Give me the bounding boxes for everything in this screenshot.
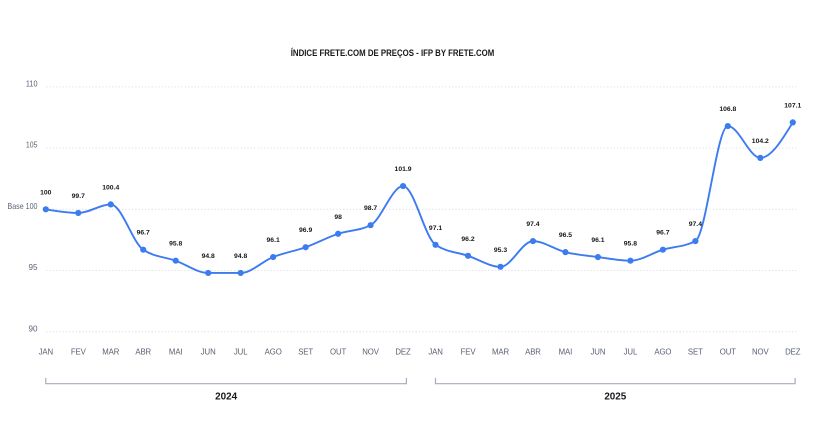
- svg-text:JAN: JAN: [428, 348, 442, 357]
- svg-text:JAN: JAN: [39, 348, 53, 357]
- svg-text:96.7: 96.7: [137, 230, 150, 237]
- svg-text:95: 95: [28, 263, 38, 272]
- svg-text:95.8: 95.8: [169, 241, 182, 248]
- svg-text:JUL: JUL: [624, 348, 638, 357]
- svg-text:96.9: 96.9: [299, 227, 312, 234]
- svg-text:SET: SET: [298, 348, 313, 357]
- svg-text:2025: 2025: [604, 391, 626, 402]
- svg-text:96.2: 96.2: [461, 236, 474, 243]
- svg-text:97.1: 97.1: [429, 225, 442, 232]
- svg-text:AGO: AGO: [654, 348, 671, 357]
- svg-text:AGO: AGO: [265, 348, 282, 357]
- svg-text:98.7: 98.7: [364, 205, 377, 212]
- svg-text:96.1: 96.1: [267, 237, 280, 244]
- svg-text:DEZ: DEZ: [785, 348, 801, 357]
- svg-text:FEV: FEV: [71, 348, 87, 357]
- svg-text:MAR: MAR: [492, 348, 509, 357]
- svg-text:OUT: OUT: [720, 348, 736, 357]
- svg-text:94.8: 94.8: [234, 253, 247, 260]
- svg-text:ÍNDICE FRETE.COM DE PREÇOS - I: ÍNDICE FRETE.COM DE PREÇOS - IFP BY FRET…: [291, 47, 495, 58]
- svg-text:OUT: OUT: [330, 348, 346, 357]
- svg-text:96.7: 96.7: [656, 230, 669, 237]
- svg-text:SET: SET: [688, 348, 703, 357]
- svg-text:101.9: 101.9: [395, 166, 412, 173]
- svg-text:Base 100: Base 100: [8, 202, 38, 211]
- svg-text:106.8: 106.8: [719, 106, 736, 113]
- svg-text:100.4: 100.4: [102, 184, 119, 191]
- svg-text:MAI: MAI: [559, 348, 573, 357]
- svg-text:95.8: 95.8: [624, 241, 637, 248]
- svg-text:JUN: JUN: [201, 348, 216, 357]
- svg-text:96.5: 96.5: [559, 232, 572, 239]
- svg-text:99.7: 99.7: [72, 193, 85, 200]
- svg-text:98: 98: [334, 214, 342, 221]
- svg-text:90: 90: [28, 324, 38, 333]
- svg-text:107.1: 107.1: [784, 102, 801, 109]
- svg-text:JUL: JUL: [234, 348, 248, 357]
- svg-text:ABR: ABR: [525, 348, 541, 357]
- svg-text:JUN: JUN: [590, 348, 605, 357]
- svg-text:ABR: ABR: [135, 348, 151, 357]
- svg-text:96.1: 96.1: [591, 237, 604, 244]
- svg-text:NOV: NOV: [362, 348, 379, 357]
- svg-text:MAR: MAR: [102, 348, 119, 357]
- svg-text:97.4: 97.4: [526, 221, 539, 228]
- svg-text:DEZ: DEZ: [395, 348, 411, 357]
- svg-text:100: 100: [40, 189, 52, 196]
- svg-text:NOV: NOV: [752, 348, 769, 357]
- svg-text:94.8: 94.8: [202, 253, 215, 260]
- svg-text:105: 105: [26, 141, 38, 150]
- svg-text:95.3: 95.3: [494, 247, 507, 254]
- svg-text:104.2: 104.2: [752, 138, 769, 145]
- svg-text:97.4: 97.4: [689, 221, 702, 228]
- svg-text:110: 110: [26, 80, 38, 89]
- svg-text:2024: 2024: [215, 391, 237, 402]
- svg-text:FEV: FEV: [461, 348, 477, 357]
- svg-text:MAI: MAI: [169, 348, 183, 357]
